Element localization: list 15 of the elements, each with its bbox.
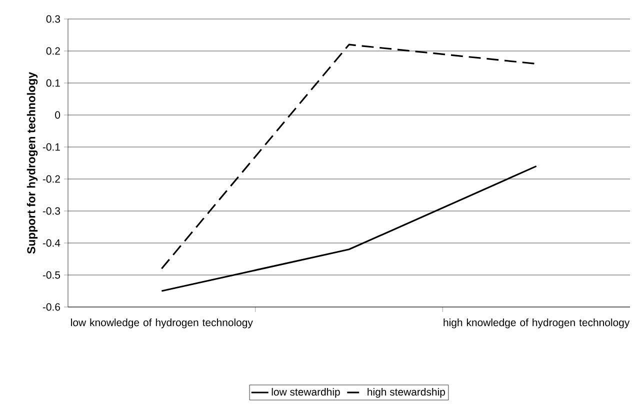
y-tick-label: 0.2 [46,47,60,55]
y-tick-label: 0.3 [46,15,60,23]
legend-label: high stewardship [368,388,445,398]
y-tick-label: 0.1 [46,79,60,87]
y-tick-label: -0.3 [42,207,60,215]
y-tick-label: -0.5 [42,271,60,279]
y-tick-label: -0.2 [42,175,60,183]
y-tick-label: -0.6 [42,303,60,311]
x-tick-label: high knowledge of hydrogen technology [444,318,630,328]
y-axis-title: Support for hydrogen technology [26,72,38,254]
y-tick-label: -0.1 [42,143,60,151]
y-tick-label: 0 [55,111,60,119]
y-tick-label: -0.4 [42,239,60,247]
x-tick-label: low knowledge of hydrogen technology [71,318,253,328]
legend-label: low stewardhip [272,388,340,398]
